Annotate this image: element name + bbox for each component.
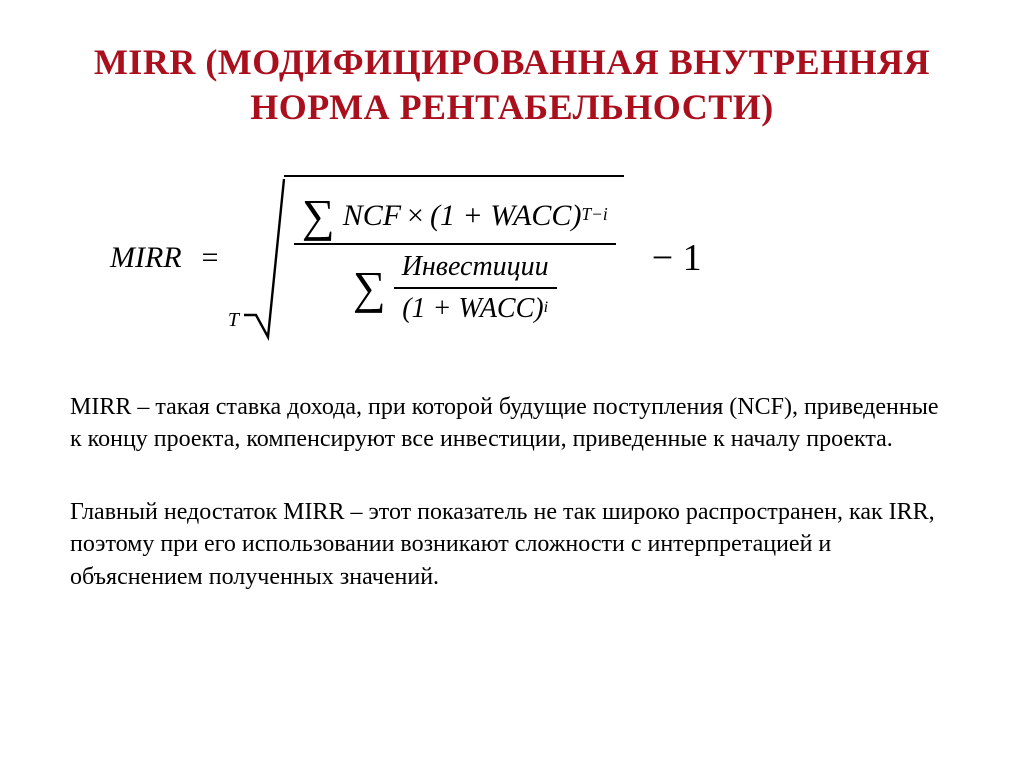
times-sign: × <box>407 199 424 233</box>
ncf-text: NCF <box>343 199 401 233</box>
minus-one: − 1 <box>652 236 702 280</box>
exp-den: i <box>544 298 549 317</box>
root-index: T <box>228 309 239 332</box>
slide-page: MIRR (МОДИФИЦИРОВАННАЯ ВНУТРЕННЯЯ НОРМА … <box>0 0 1024 767</box>
exp-num: T−i <box>581 204 607 225</box>
equals-sign: = <box>200 241 220 275</box>
inner-fraction-bar <box>394 287 557 289</box>
sigma-num-icon: ∑ <box>302 193 335 239</box>
slide-title: MIRR (МОДИФИЦИРОВАННАЯ ВНУТРЕННЯЯ НОРМА … <box>70 40 954 130</box>
outer-fraction-bar <box>294 243 616 245</box>
radicand: ∑ NCF × (1 + WACC) T−i ∑ Инвестиции <box>284 175 624 341</box>
sigma-den-icon: ∑ <box>353 265 386 311</box>
wacc-base-den: (1 + WACC) <box>402 293 543 325</box>
inner-denominator: (1 + WACC) i <box>394 291 556 327</box>
inner-numerator: Инвестиции <box>394 249 557 285</box>
radical-symbol <box>242 175 286 341</box>
mirr-formula: MIRR = T ∑ NCF × (1 + WACC) T−i <box>110 175 954 341</box>
drawback-paragraph: Главный недостаток MIRR – этот показател… <box>70 496 954 593</box>
outer-fraction: ∑ NCF × (1 + WACC) T−i ∑ Инвестиции <box>294 191 616 329</box>
outer-denominator: ∑ Инвестиции (1 + WACC) i <box>345 247 565 329</box>
formula-lhs: MIRR <box>110 241 182 275</box>
formula-rhs: T ∑ NCF × (1 + WACC) T−i <box>242 175 702 341</box>
radical: T ∑ NCF × (1 + WACC) T−i <box>242 175 624 341</box>
wacc-base-num: (1 + WACC) <box>430 199 581 233</box>
definition-paragraph: MIRR – такая ставка дохода, при которой … <box>70 391 954 456</box>
outer-numerator: ∑ NCF × (1 + WACC) T−i <box>294 191 616 241</box>
inner-fraction: Инвестиции (1 + WACC) i <box>394 249 557 327</box>
